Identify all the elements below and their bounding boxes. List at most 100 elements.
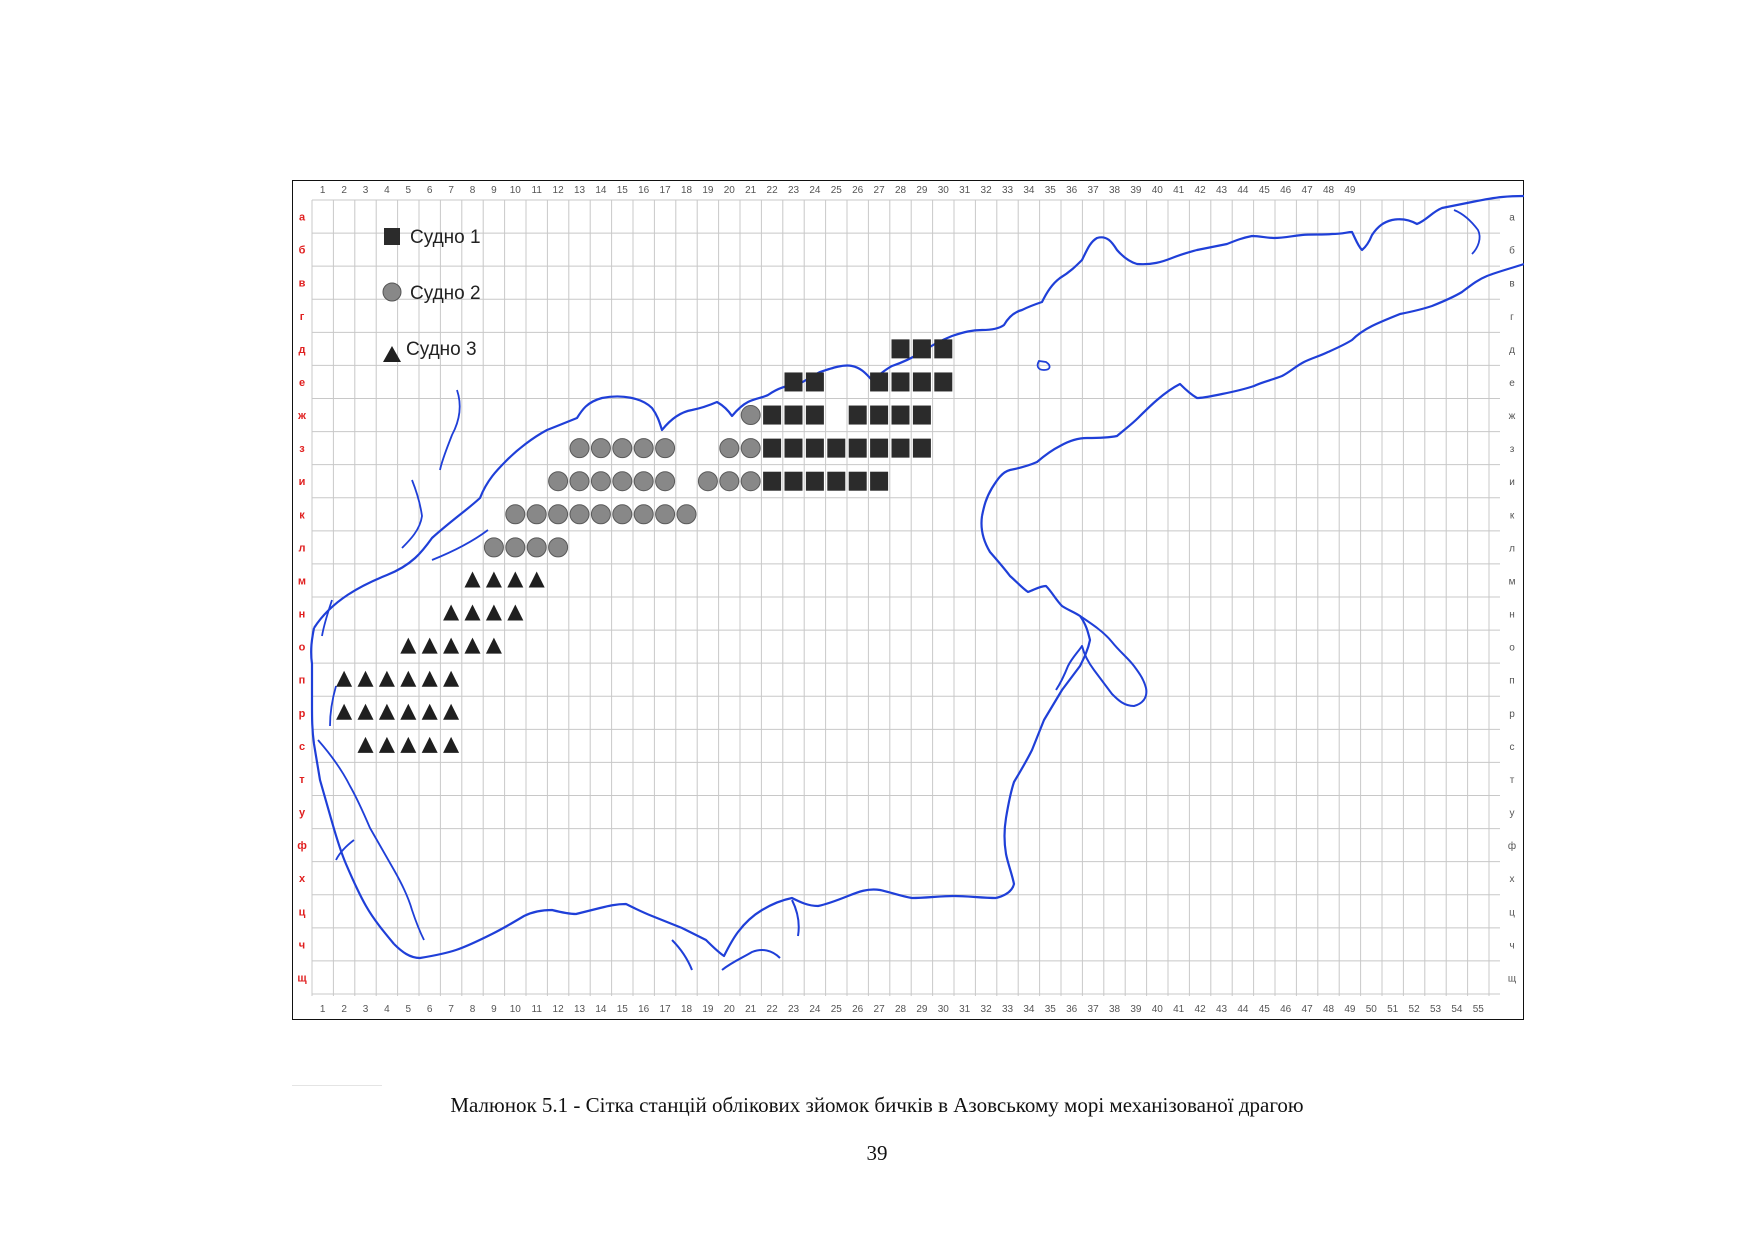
row-label-left: о — [299, 642, 306, 654]
column-label-bottom: 25 — [831, 1004, 843, 1015]
column-label-bottom: 8 — [470, 1004, 476, 1015]
column-label-top: 29 — [916, 185, 928, 196]
map-canvas: 1 2 3 4 5 6 7 8 9 10 11 12 13 14 15 16 17 18 19 20 21 22 23 24 2… — [292, 180, 1524, 1020]
station-vessel-2 — [526, 504, 547, 525]
station-vessel-1 — [848, 438, 867, 458]
station-vessel-2 — [655, 438, 676, 459]
station-vessel-1 — [763, 471, 782, 491]
station-vessel-2 — [569, 471, 590, 492]
column-label-bottom: 32 — [981, 1004, 993, 1015]
column-label-bottom: 29 — [916, 1004, 928, 1015]
row-label-left: с — [299, 741, 305, 753]
column-label-bottom: 4 — [384, 1004, 390, 1015]
column-label-bottom: 42 — [1195, 1004, 1207, 1015]
station-vessel-1 — [870, 405, 889, 425]
row-label-right: д — [1509, 345, 1515, 356]
station-vessel-3 — [400, 670, 417, 687]
column-label-top: 26 — [852, 185, 864, 196]
station-vessel-2 — [655, 504, 676, 525]
row-label-left: д — [299, 344, 306, 356]
row-label-right: с — [1510, 742, 1515, 753]
row-label-left: б — [299, 245, 306, 257]
row-label-right: л — [1509, 543, 1515, 554]
row-label-right: ц — [1509, 907, 1515, 918]
column-label-bottom: 54 — [1451, 1004, 1463, 1015]
column-label-top: 33 — [1002, 185, 1014, 196]
column-label-bottom: 44 — [1237, 1004, 1249, 1015]
station-vessel-3 — [528, 571, 545, 588]
station-vessel-2 — [569, 504, 590, 525]
station-vessel-3 — [421, 703, 438, 720]
station-vessel-2 — [590, 504, 611, 525]
grid — [311, 199, 1500, 996]
coastline — [310, 194, 1524, 971]
row-label-left: щ — [297, 972, 307, 984]
column-label-top: 24 — [809, 185, 821, 196]
column-label-top: 40 — [1152, 185, 1164, 196]
station-vessel-2 — [655, 471, 676, 492]
station-vessel-2 — [548, 471, 569, 492]
column-label-top: 41 — [1173, 185, 1185, 196]
column-label-bottom: 33 — [1002, 1004, 1014, 1015]
column-label-top: 11 — [532, 185, 543, 196]
station-vessel-2 — [548, 537, 569, 558]
station-vessel-1 — [784, 471, 803, 491]
station-vessel-3 — [378, 670, 395, 687]
column-label-bottom: 17 — [660, 1004, 672, 1015]
column-label-bottom: 15 — [617, 1004, 629, 1015]
row-label-left: л — [299, 542, 306, 554]
column-label-bottom: 43 — [1216, 1004, 1228, 1015]
column-label-top: 17 — [660, 185, 672, 196]
station-vessel-1 — [870, 372, 889, 392]
column-label-top: 48 — [1323, 185, 1335, 196]
station-vessel-3 — [400, 736, 417, 753]
column-label-bottom: 14 — [595, 1004, 607, 1015]
column-label-bottom: 53 — [1430, 1004, 1442, 1015]
row-label-left: ж — [297, 410, 306, 422]
row-label-left: у — [299, 807, 306, 819]
station-vessel-1 — [891, 339, 910, 359]
row-label-right: у — [1510, 808, 1515, 819]
station-vessel-1 — [763, 438, 782, 458]
column-label-bottom: 30 — [938, 1004, 950, 1015]
grid-labels: 1 2 3 4 5 6 7 8 9 10 11 12 13 14 15 16 17 18 19 20 21 22 23 24 2… — [297, 185, 1516, 1015]
station-vessel-1 — [891, 372, 910, 392]
station-vessel-3 — [443, 637, 460, 654]
column-label-bottom: 34 — [1023, 1004, 1035, 1015]
column-label-top: 43 — [1216, 185, 1228, 196]
column-label-top: 32 — [981, 185, 993, 196]
column-label-bottom: 22 — [767, 1004, 779, 1015]
station-vessel-3 — [357, 736, 374, 753]
row-label-right: х — [1510, 874, 1515, 885]
column-label-bottom: 55 — [1473, 1004, 1485, 1015]
column-label-bottom: 51 — [1387, 1004, 1399, 1015]
station-vessel-1 — [827, 471, 846, 491]
station-vessel-1 — [805, 405, 824, 425]
station-vessel-1 — [912, 405, 931, 425]
row-label-left: ф — [297, 840, 307, 852]
column-label-bottom: 36 — [1066, 1004, 1078, 1015]
column-label-bottom: 21 — [745, 1004, 757, 1015]
column-label-top: 45 — [1259, 185, 1271, 196]
station-vessel-3 — [485, 604, 502, 621]
legend-circle-marker — [382, 282, 402, 302]
station-vessel-1 — [784, 372, 803, 392]
row-label-left: в — [299, 278, 306, 290]
station-vessel-2 — [548, 504, 569, 525]
station-vessel-1 — [784, 405, 803, 425]
legend-item-vessel-3: Судно 3 — [383, 339, 477, 362]
station-vessel-2 — [719, 438, 740, 459]
station-vessel-1 — [912, 438, 931, 458]
column-label-bottom: 19 — [702, 1004, 714, 1015]
row-label-right: н — [1509, 610, 1515, 621]
column-label-bottom: 40 — [1152, 1004, 1164, 1015]
column-label-top: 34 — [1023, 185, 1035, 196]
column-label-top: 18 — [681, 185, 693, 196]
column-label-top: 30 — [938, 185, 950, 196]
station-vessel-2 — [740, 471, 761, 492]
row-label-right: з — [1510, 444, 1515, 455]
station-vessel-1 — [763, 405, 782, 425]
column-label-top: 3 — [363, 185, 369, 196]
column-label-bottom: 47 — [1302, 1004, 1314, 1015]
column-label-top: 12 — [553, 185, 565, 196]
